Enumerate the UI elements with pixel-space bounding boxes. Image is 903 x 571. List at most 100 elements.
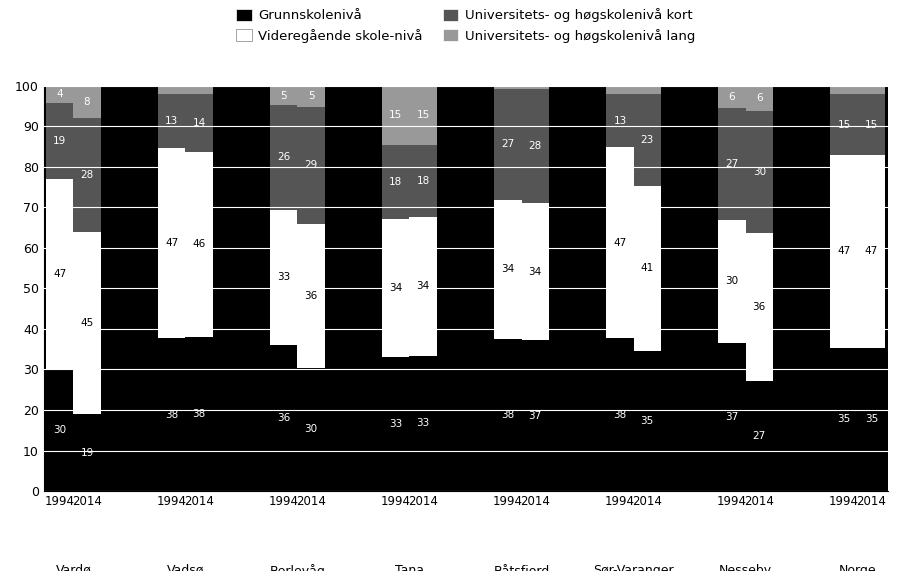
Text: 8: 8	[84, 97, 90, 107]
Text: 33: 33	[389, 419, 402, 429]
Bar	[830, 348, 857, 491]
Bar	[409, 145, 436, 217]
Bar	[521, 89, 548, 203]
Text: 34: 34	[389, 283, 402, 293]
Text: 13: 13	[612, 115, 626, 126]
Bar	[857, 155, 884, 348]
Text: Norge: Norge	[838, 564, 876, 571]
Text: 6: 6	[755, 93, 762, 103]
Text: 34: 34	[501, 264, 514, 274]
Bar	[718, 108, 745, 220]
Bar	[185, 86, 212, 94]
Text: Tana: Tana	[395, 564, 424, 571]
Text: Nesseby: Nesseby	[718, 564, 771, 571]
Text: 38: 38	[612, 410, 626, 420]
Bar	[46, 369, 73, 491]
Text: 6: 6	[728, 92, 734, 102]
Text: 41: 41	[640, 263, 653, 274]
Text: 15: 15	[416, 110, 429, 120]
Text: 27: 27	[724, 159, 738, 169]
Text: 30: 30	[725, 276, 738, 286]
Bar	[73, 232, 100, 414]
Text: 4: 4	[56, 89, 63, 99]
Text: 47: 47	[863, 247, 877, 256]
Bar	[718, 220, 745, 343]
Bar	[46, 179, 73, 369]
Text: 19: 19	[80, 448, 94, 457]
Text: 30: 30	[752, 167, 765, 177]
Legend: Grunnskolenivå, Videregående skole-nivå, Universitets- og høgskolenivå kort, Uni: Grunnskolenivå, Videregående skole-nivå,…	[230, 3, 700, 48]
Text: 18: 18	[416, 176, 429, 186]
Text: 28: 28	[80, 170, 94, 180]
Text: 29: 29	[304, 160, 317, 170]
Text: 35: 35	[863, 415, 877, 424]
Bar	[857, 86, 884, 94]
Text: 13: 13	[165, 116, 178, 126]
Bar	[857, 94, 884, 155]
Text: 47: 47	[612, 238, 626, 248]
Bar	[382, 144, 409, 219]
Bar	[521, 340, 548, 491]
Text: 35: 35	[640, 416, 653, 426]
Bar	[270, 210, 297, 345]
Text: 47: 47	[165, 238, 178, 248]
Bar	[494, 200, 521, 339]
Bar	[270, 106, 297, 210]
Text: 36: 36	[304, 291, 317, 301]
Bar	[270, 345, 297, 491]
Bar	[409, 86, 436, 145]
Text: Berlevåg: Berlevåg	[269, 564, 325, 571]
Text: 27: 27	[501, 139, 514, 149]
Bar	[521, 86, 548, 89]
Bar	[606, 86, 633, 94]
Bar	[382, 357, 409, 491]
Text: 27: 27	[752, 431, 765, 441]
Bar	[158, 86, 185, 94]
Text: 36: 36	[277, 413, 290, 423]
Bar	[185, 94, 212, 152]
Text: 35: 35	[836, 415, 850, 424]
Text: 15: 15	[389, 110, 402, 120]
Bar	[297, 224, 324, 368]
Bar	[409, 217, 436, 356]
Text: 38: 38	[192, 409, 205, 419]
Text: 36: 36	[752, 302, 765, 312]
Bar	[745, 234, 772, 381]
Bar	[606, 147, 633, 339]
Bar	[382, 219, 409, 357]
Bar	[297, 368, 324, 491]
Bar	[606, 339, 633, 491]
Bar	[382, 86, 409, 144]
Bar	[633, 351, 660, 491]
Bar	[46, 103, 73, 179]
Text: 15: 15	[836, 119, 850, 130]
Bar	[73, 86, 100, 118]
Text: 34: 34	[528, 267, 541, 276]
Bar	[633, 86, 660, 94]
Text: 34: 34	[416, 282, 429, 291]
Text: 30: 30	[53, 425, 66, 435]
Text: 47: 47	[836, 247, 850, 256]
Bar	[185, 152, 212, 337]
Text: 37: 37	[724, 412, 738, 422]
Text: 19: 19	[53, 135, 66, 146]
Bar	[297, 86, 324, 107]
Text: 14: 14	[192, 118, 205, 128]
Bar	[745, 111, 772, 234]
Text: 23: 23	[640, 135, 653, 145]
Bar	[718, 86, 745, 108]
Bar	[73, 118, 100, 232]
Bar	[185, 337, 212, 491]
Text: 26: 26	[277, 152, 290, 162]
Text: 46: 46	[192, 239, 205, 250]
Text: Vardø: Vardø	[55, 564, 91, 571]
Bar	[158, 338, 185, 491]
Bar	[494, 89, 521, 200]
Text: 5: 5	[307, 91, 314, 101]
Bar	[521, 203, 548, 340]
Bar	[633, 186, 660, 351]
Bar	[158, 148, 185, 338]
Bar	[409, 356, 436, 491]
Bar	[857, 348, 884, 491]
Bar	[46, 86, 73, 103]
